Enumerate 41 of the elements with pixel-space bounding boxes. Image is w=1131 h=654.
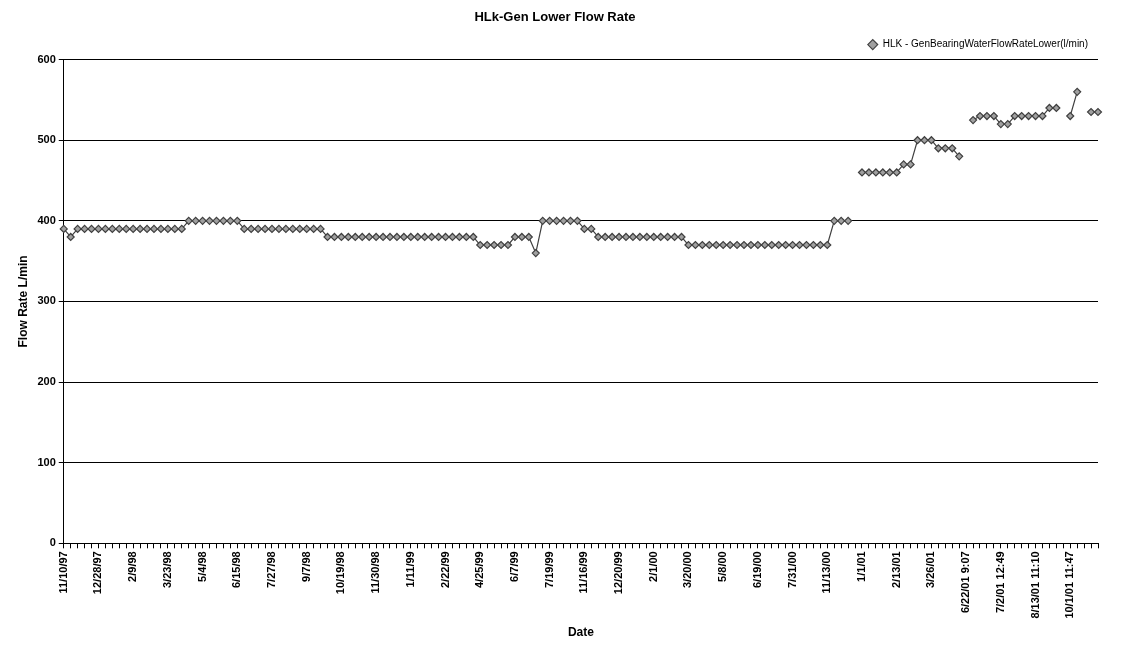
x-axis-title: Date xyxy=(567,625,595,640)
x-tick-label: 11/30/98 xyxy=(369,551,382,594)
y-axis-title: Flow Rate L/min xyxy=(15,255,30,348)
x-tick-label: 3/23/98 xyxy=(160,551,173,589)
x-tick-label: 11/13/00 xyxy=(820,551,833,594)
x-tick-label: 11/16/99 xyxy=(577,551,590,594)
x-tick-label: 7/27/98 xyxy=(265,551,278,589)
x-tick-label: 6/7/99 xyxy=(507,551,520,582)
x-tick-label: 1/11/99 xyxy=(403,551,416,588)
x-tick-label: 7/19/99 xyxy=(542,551,555,589)
x-tick-label: 2/22/99 xyxy=(438,551,451,589)
x-tick-label: 6/22/01 9:07 xyxy=(959,551,972,614)
x-tick-label: 8/13/01 11:10 xyxy=(1028,551,1041,619)
x-tick-label: 5/8/00 xyxy=(716,551,729,582)
y-tick-label: 100 xyxy=(37,455,56,468)
x-tick-label: 12/20/99 xyxy=(612,551,625,595)
x-tick-label: 7/2/01 12:49 xyxy=(993,551,1006,614)
x-tick-label: 6/19/00 xyxy=(750,551,763,589)
chart-title: HLk-Gen Lower Flow Rate xyxy=(474,9,636,25)
x-tick-label: 9/7/98 xyxy=(299,551,312,582)
y-tick-label: 400 xyxy=(37,213,56,226)
y-tick-label: 200 xyxy=(37,375,56,388)
y-tick-label: 0 xyxy=(49,536,56,549)
y-tick-label: 300 xyxy=(37,294,56,307)
x-tick-label: 2/13/01 xyxy=(889,551,902,589)
x-tick-label: 7/31/00 xyxy=(785,551,798,589)
x-tick-label: 1/1/01 xyxy=(855,551,868,582)
x-tick-label: 3/26/01 xyxy=(924,551,937,589)
x-tick-label: 11/10/97 xyxy=(56,551,69,594)
x-tick-label: 3/20/00 xyxy=(681,551,694,589)
x-tick-label: 2/9/98 xyxy=(126,551,139,582)
legend-label: HLK - GenBearingWaterFlowRateLower(l/min) xyxy=(882,38,1089,50)
y-tick-label: 500 xyxy=(37,133,56,146)
x-tick-label: 2/1/00 xyxy=(646,551,659,582)
x-tick-label: 12/28/97 xyxy=(91,551,104,595)
y-tick-label: 600 xyxy=(37,52,56,65)
x-tick-label: 10/19/98 xyxy=(334,551,347,595)
x-tick-label: 10/1/01 11:47 xyxy=(1063,551,1076,619)
x-tick-label: 4/25/99 xyxy=(473,551,486,589)
x-tick-label: 5/4/98 xyxy=(195,551,208,582)
x-tick-label: 6/15/98 xyxy=(230,551,243,589)
